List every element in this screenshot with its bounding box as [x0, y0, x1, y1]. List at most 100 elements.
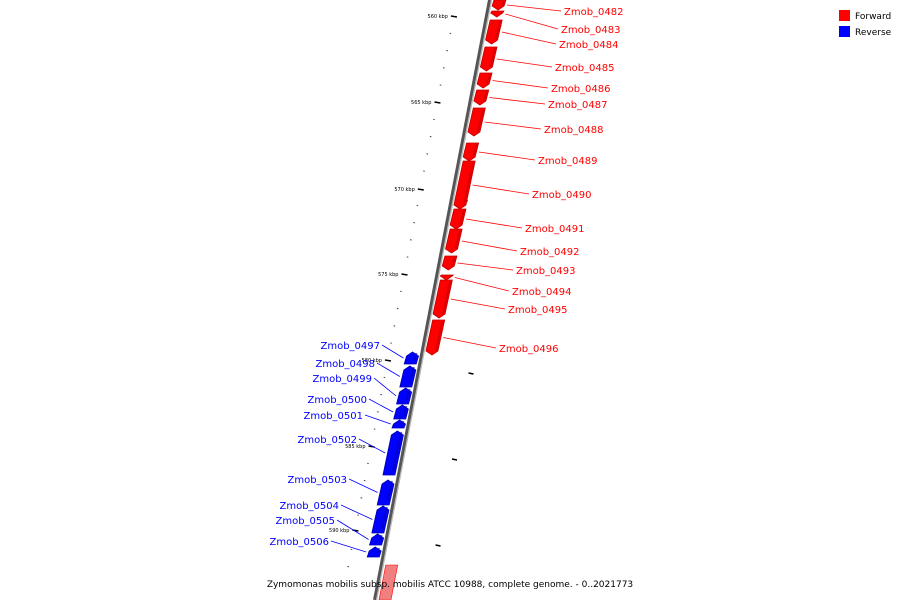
minor-tick — [376, 411, 379, 413]
gene-shade — [500, 11, 503, 14]
feature-tick — [435, 544, 441, 547]
gene-zmob-0489[interactable] — [462, 142, 480, 162]
minor-tick — [413, 221, 416, 224]
gene-leader-line — [478, 151, 536, 161]
feature-tick — [468, 372, 474, 375]
gene-zmob-0487[interactable] — [473, 89, 490, 106]
gene-zmob-0496[interactable] — [425, 319, 446, 356]
gene-label[interactable]: Zmob_0482 — [564, 7, 624, 18]
kbp-tick — [450, 15, 458, 18]
gene-label[interactable]: Zmob_0486 — [551, 84, 611, 95]
kbp-label: 580 kbp — [362, 358, 382, 364]
gene-label[interactable]: Zmob_0496 — [499, 344, 559, 355]
gene-label[interactable]: Zmob_0506 — [269, 537, 329, 548]
legend-label-reverse: Reverse — [855, 28, 892, 38]
minor-tick — [396, 307, 399, 310]
minor-tick — [383, 376, 386, 379]
gene-label[interactable]: Zmob_0499 — [312, 374, 372, 385]
gene-zmob-0498[interactable] — [399, 365, 417, 388]
gene-label[interactable]: Zmob_0497 — [320, 341, 380, 352]
gene-zmob-0482[interactable] — [491, 0, 507, 11]
minor-tick — [416, 204, 419, 207]
gene-zmob-0499[interactable] — [396, 387, 413, 405]
gene-zmob-0505[interactable] — [369, 533, 385, 546]
gene-zmob-0484[interactable] — [485, 19, 503, 45]
gene-zmob-0493[interactable] — [441, 255, 458, 271]
gene-zmob-0503[interactable] — [376, 479, 395, 506]
gene-shade — [413, 352, 418, 361]
minor-tick — [423, 170, 425, 172]
gene-label[interactable]: Zmob_0491 — [525, 224, 585, 235]
gene-shade — [494, 20, 502, 41]
gene-leader-line — [484, 121, 542, 130]
gene-label[interactable]: Zmob_0487 — [548, 100, 608, 111]
gene-shade — [386, 480, 393, 502]
minor-tick — [429, 135, 432, 138]
minor-tick — [442, 67, 445, 69]
gene-shade — [486, 73, 491, 85]
gene-label[interactable]: Zmob_0505 — [275, 516, 335, 527]
gene-shade — [472, 143, 478, 158]
kbp-label: 570 kbp — [394, 187, 414, 193]
gene-zmob-0506[interactable] — [366, 546, 382, 558]
gene-shade — [402, 405, 408, 416]
gene-label[interactable]: Zmob_0493 — [516, 266, 576, 277]
gene-zmob-0483[interactable] — [490, 10, 505, 18]
gene-leader-line — [376, 362, 401, 377]
gene-leader-line — [506, 4, 562, 12]
gene-label[interactable]: Zmob_0485 — [555, 63, 615, 74]
legend-swatch-forward — [839, 10, 850, 21]
minor-tick — [393, 325, 396, 327]
gene-label[interactable]: Zmob_0500 — [307, 395, 367, 406]
gene-label[interactable]: Zmob_0504 — [279, 501, 339, 512]
gene-shade — [454, 229, 462, 250]
gene-leader-line — [505, 13, 559, 30]
gene-leader-line — [450, 298, 506, 310]
kbp-tick — [417, 188, 424, 191]
minor-tick — [390, 342, 392, 344]
legend: Forward Reverse — [839, 10, 892, 38]
gene-label[interactable]: Zmob_0488 — [544, 125, 604, 136]
gene-zmob-0502[interactable] — [382, 430, 404, 476]
gene-zmob-0497[interactable] — [403, 351, 419, 365]
gene-label[interactable]: Zmob_0502 — [297, 435, 357, 446]
gene-label[interactable]: Zmob_0498 — [315, 359, 375, 370]
gene-shade — [401, 420, 405, 425]
gene-shade — [408, 366, 415, 384]
kbp-tick — [401, 273, 408, 276]
gene-label[interactable]: Zmob_0484 — [559, 40, 619, 51]
gene-label[interactable]: Zmob_0490 — [532, 190, 592, 201]
gene-leader-line — [364, 414, 391, 425]
gene-label[interactable]: Zmob_0492 — [520, 247, 580, 258]
gene-arrow[interactable] — [439, 274, 455, 281]
kbp-label: 590 kbp — [329, 528, 349, 534]
gene-zmob-0485[interactable] — [479, 46, 498, 72]
gene-label[interactable]: Zmob_0495 — [508, 305, 568, 316]
gene-label[interactable]: Zmob_0503 — [287, 475, 347, 486]
gene-zmob-0492[interactable] — [445, 228, 463, 254]
gene-leader-line — [381, 344, 404, 359]
gene-shade — [451, 256, 456, 267]
minor-tick — [363, 479, 366, 482]
gene-leader-line — [472, 184, 530, 195]
gene-arrow[interactable] — [490, 10, 505, 18]
gene-label[interactable]: Zmob_0494 — [512, 287, 572, 298]
gene-zmob-0488[interactable] — [467, 107, 486, 137]
minor-tick — [439, 84, 442, 86]
gene-label[interactable]: Zmob_0483 — [561, 25, 621, 36]
gene-leader-line — [454, 277, 510, 292]
gene-zmob-0490[interactable] — [453, 160, 476, 210]
minor-tick — [400, 290, 402, 293]
gene-zmob-0494[interactable] — [439, 274, 455, 281]
gene-zmob-0491[interactable] — [449, 208, 467, 230]
gene-zmob-0500[interactable] — [393, 404, 409, 420]
gene-label[interactable]: Zmob_0489 — [538, 156, 598, 167]
gene-zmob-0504[interactable] — [371, 505, 390, 534]
minor-tick — [350, 548, 353, 551]
gene-zmob-0486[interactable] — [476, 72, 493, 89]
gene-label[interactable]: Zmob_0501 — [303, 411, 363, 422]
gene-zmob-0501[interactable] — [391, 419, 406, 429]
minor-tick — [367, 462, 369, 465]
gene-zmob-0495[interactable] — [432, 279, 453, 319]
gene-shade — [391, 431, 403, 472]
